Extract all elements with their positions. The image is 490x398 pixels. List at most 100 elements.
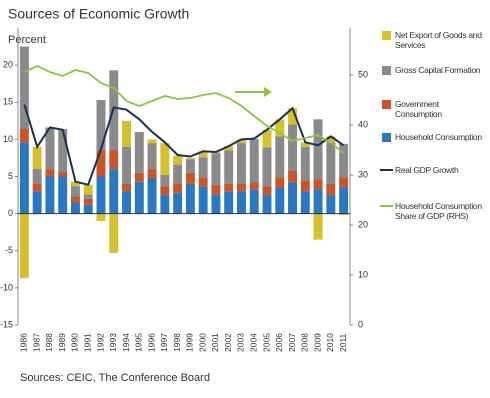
bar-segment bbox=[224, 191, 234, 214]
bar-segment bbox=[147, 139, 157, 144]
bar-segment bbox=[185, 183, 195, 214]
bar-segment bbox=[83, 194, 93, 199]
bar-segment bbox=[58, 176, 68, 214]
bar-segment bbox=[313, 119, 323, 180]
y-axis-label: Percent bbox=[8, 34, 46, 46]
bar-segment bbox=[109, 169, 119, 214]
bar-segment bbox=[45, 176, 55, 214]
legend-label: Net Export of Goods and Services bbox=[395, 30, 482, 50]
y2-tick-label: 0 bbox=[358, 319, 363, 329]
bar-segment bbox=[96, 150, 106, 177]
bar-segment bbox=[32, 169, 42, 184]
bar-segment bbox=[288, 108, 298, 125]
bar-segment bbox=[236, 143, 246, 184]
bar-segment bbox=[326, 136, 336, 143]
bar-segment bbox=[300, 142, 310, 147]
legend-swatch bbox=[382, 100, 391, 109]
bar-segment bbox=[339, 186, 349, 214]
x-tick-label: 2008 bbox=[300, 333, 310, 352]
x-tick-label: 1991 bbox=[82, 333, 92, 352]
bar-segment bbox=[122, 191, 132, 214]
legend-label: Gross Capital Formation bbox=[395, 65, 481, 75]
bar-segment bbox=[58, 128, 68, 173]
bar-segment bbox=[173, 155, 183, 165]
x-tick-label: 1988 bbox=[44, 333, 54, 352]
bar-segment bbox=[134, 172, 144, 182]
bar-segment bbox=[198, 186, 208, 214]
bar-segment bbox=[288, 182, 298, 214]
x-tick-label: 1996 bbox=[146, 333, 156, 352]
series-line bbox=[23, 104, 345, 186]
bar-segment bbox=[109, 213, 119, 253]
x-tick-label: 1994 bbox=[121, 333, 131, 352]
bar-segment bbox=[224, 183, 234, 192]
bar-segment bbox=[83, 204, 93, 214]
bar-segment bbox=[185, 172, 195, 184]
legend-label: Real GDP Growth bbox=[395, 165, 459, 175]
y-tick-label: 5 bbox=[8, 171, 13, 181]
bar-segment bbox=[83, 198, 93, 205]
bar-segment bbox=[275, 177, 285, 188]
bar-segment bbox=[134, 131, 144, 173]
bar-segment bbox=[70, 202, 80, 214]
bar-segment bbox=[160, 175, 170, 187]
x-tick-label: 1995 bbox=[134, 333, 144, 352]
chart-title: Sources of Economic Growth bbox=[8, 6, 189, 22]
bar-segment bbox=[19, 213, 29, 279]
bar-segment bbox=[249, 189, 259, 214]
bar-segment bbox=[262, 186, 272, 196]
x-tick-label: 2000 bbox=[197, 333, 207, 352]
bar-segment bbox=[198, 151, 208, 158]
bar-segment bbox=[173, 183, 183, 193]
x-tick-label: 1989 bbox=[57, 333, 67, 352]
bar-segment bbox=[160, 143, 170, 176]
bar-segment bbox=[224, 146, 234, 151]
bar-segment bbox=[96, 176, 106, 214]
bar-segment bbox=[45, 169, 55, 177]
y2-tick-label: 30 bbox=[358, 169, 368, 179]
legend-swatch bbox=[382, 133, 391, 142]
x-tick-label: 2009 bbox=[312, 333, 322, 352]
bar-segment bbox=[45, 127, 55, 170]
bar-segment bbox=[326, 183, 336, 196]
bar-segment bbox=[300, 180, 310, 192]
x-tick-label: 2001 bbox=[210, 333, 220, 352]
x-tick-label: 1986 bbox=[19, 333, 29, 352]
bar-segment bbox=[134, 181, 144, 214]
bar-segment bbox=[122, 146, 132, 184]
bar-segment bbox=[236, 183, 246, 192]
bar-segment bbox=[313, 179, 323, 190]
bar-segment bbox=[160, 195, 170, 214]
bar-segment bbox=[262, 195, 272, 214]
bar-segment bbox=[198, 177, 208, 187]
bar-segment bbox=[339, 143, 349, 178]
bar-segment bbox=[122, 120, 132, 147]
bar-segment bbox=[173, 192, 183, 214]
y-tick-label: -10 bbox=[0, 282, 13, 292]
y2-tick-label: 10 bbox=[358, 269, 368, 279]
bar-segment bbox=[109, 150, 119, 170]
x-tick-label: 1993 bbox=[108, 333, 118, 352]
bar-segment bbox=[32, 146, 42, 170]
source-note: Sources: CEIC, The Conference Board bbox=[20, 372, 210, 384]
bar-segment bbox=[275, 119, 285, 137]
x-tick-label: 1998 bbox=[172, 333, 182, 352]
legend-label: Household Consumption bbox=[395, 132, 482, 142]
bar-segment bbox=[147, 143, 157, 170]
bar-segment bbox=[339, 177, 349, 187]
x-tick-label: 2011 bbox=[338, 333, 348, 352]
y2-tick-label: 20 bbox=[358, 219, 368, 229]
y-tick-label: 0 bbox=[8, 208, 13, 218]
bar-segment bbox=[211, 153, 221, 185]
bar-segment bbox=[288, 170, 298, 183]
bar-segment bbox=[300, 146, 310, 181]
bar-segment bbox=[313, 213, 323, 240]
bar-segment bbox=[262, 147, 272, 187]
bar-segment bbox=[339, 213, 349, 216]
bar-segment bbox=[211, 184, 221, 195]
bar-segment bbox=[70, 181, 80, 187]
x-tick-label: 2004 bbox=[248, 333, 258, 352]
bar-segment bbox=[185, 157, 195, 160]
y-tick-label: 10 bbox=[3, 134, 13, 144]
